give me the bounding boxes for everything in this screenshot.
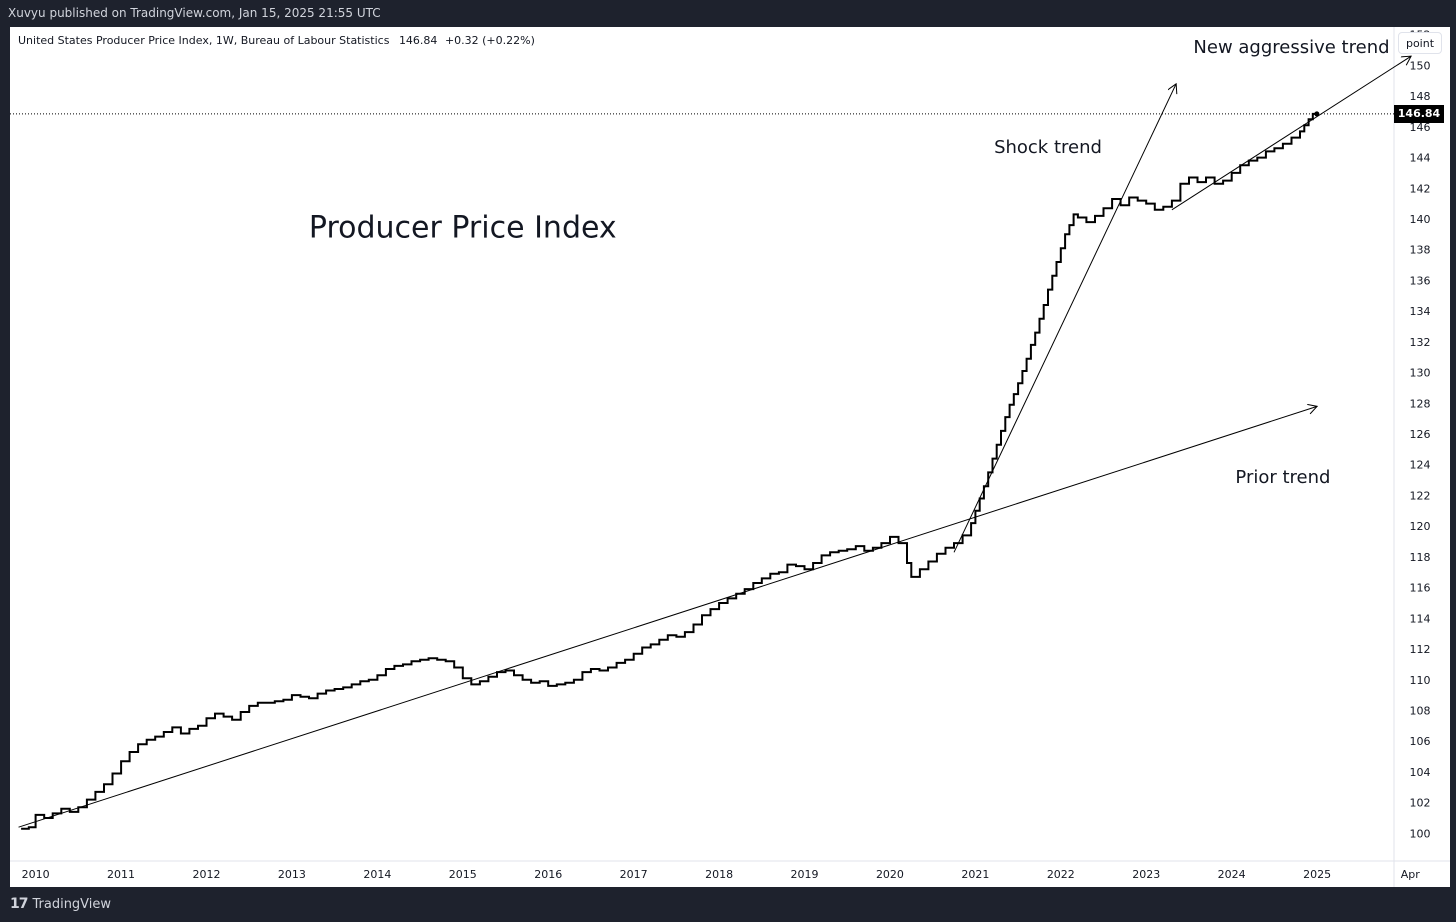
x-tick-label: 2023	[1132, 868, 1160, 881]
last-point-marker	[1314, 111, 1320, 117]
y-tick-label: 136	[1410, 274, 1431, 287]
y-tick-label: 140	[1410, 213, 1431, 226]
x-tick-label: 2025	[1303, 868, 1331, 881]
tradingview-logo-icon: 17	[10, 896, 29, 912]
trendline-new-aggressive-trend	[1171, 56, 1411, 211]
y-tick-label: 118	[1410, 551, 1431, 564]
y-tick-label: 138	[1410, 244, 1431, 257]
publish-info-text: Xuvyu published on TradingView.com, Jan …	[8, 6, 381, 20]
y-tick-label: 150	[1410, 59, 1431, 72]
y-tick-label: 114	[1410, 612, 1431, 625]
x-tick-label: 2016	[534, 868, 562, 881]
chart-canvas[interactable]: 100 102 104 106 108 110 112 114 116 118 120 122 124 1…	[10, 27, 1450, 887]
y-tick-label: 110	[1410, 674, 1431, 687]
annotation-prior-trend: Prior trend	[1235, 467, 1330, 488]
symbol-change: +0.32 (+0.22%)	[444, 34, 535, 47]
y-tick-label: 142	[1410, 182, 1431, 195]
x-tick-label: 2024	[1218, 868, 1246, 881]
x-tick-label: 2015	[449, 868, 477, 881]
brand-name: TradingView	[32, 896, 112, 912]
annotation-producer-price-index: Producer Price Index	[309, 210, 617, 245]
last-price-label: 146.84	[1394, 104, 1444, 123]
y-tick-label: 102	[1410, 797, 1431, 810]
trendline-shock-trend	[953, 84, 1176, 553]
y-tick-label: 108	[1410, 704, 1431, 717]
y-tick-label: 124	[1410, 459, 1431, 472]
y-tick-label: 134	[1410, 305, 1431, 318]
symbol-value: 146.84	[398, 34, 438, 47]
trendline-prior-trend	[18, 406, 1318, 828]
chart-area[interactable]: 100 102 104 106 108 110 112 114 116 118 120 122 124 1…	[10, 27, 1450, 887]
y-tick-label: 106	[1410, 735, 1431, 748]
y-tick-label: 104	[1410, 766, 1431, 779]
scale-mode-button[interactable]: point	[1398, 32, 1442, 54]
x-tick-label: 2018	[705, 868, 733, 881]
tradingview-brand[interactable]: 17 TradingView	[10, 896, 111, 912]
chart-legend-header: United States Producer Price Index, 1W, …	[18, 34, 535, 47]
x-tick-label: 2011	[107, 868, 135, 881]
x-tick-label: 2020	[876, 868, 904, 881]
x-tick-label: 2019	[791, 868, 819, 881]
y-tick-label: 146	[1410, 121, 1431, 134]
y-tick-label: 122	[1410, 489, 1431, 502]
symbol-title: United States Producer Price Index, 1W, …	[18, 34, 390, 47]
x-tick-label: 2013	[278, 868, 306, 881]
x-tick-label: 2017	[620, 868, 648, 881]
y-tick-label: 126	[1410, 428, 1431, 441]
annotation-shock-trend: Shock trend	[994, 137, 1102, 158]
y-tick-label: 112	[1410, 643, 1431, 656]
y-tick-label: 128	[1410, 397, 1431, 410]
ppi-series-line	[21, 112, 1317, 830]
publish-info-bar: Xuvyu published on TradingView.com, Jan …	[0, 0, 1456, 27]
y-tick-label: 100	[1410, 827, 1431, 840]
x-tick-label: Apr	[1401, 868, 1421, 881]
y-tick-label: 130	[1410, 367, 1431, 380]
y-tick-label: 120	[1410, 520, 1431, 533]
y-tick-label: 148	[1410, 90, 1431, 103]
y-tick-label: 132	[1410, 336, 1431, 349]
x-tick-label: 2014	[363, 868, 391, 881]
x-tick-label: 2021	[961, 868, 989, 881]
footer-bar: 17 TradingView	[0, 887, 1456, 922]
y-tick-label: 144	[1410, 152, 1431, 165]
x-tick-label: 2010	[22, 868, 50, 881]
x-tick-label: 2012	[192, 868, 220, 881]
x-tick-label: 2022	[1047, 868, 1075, 881]
y-tick-label: 116	[1410, 582, 1431, 595]
annotation-new-aggressive-trend: New aggressive trend	[1193, 37, 1389, 58]
